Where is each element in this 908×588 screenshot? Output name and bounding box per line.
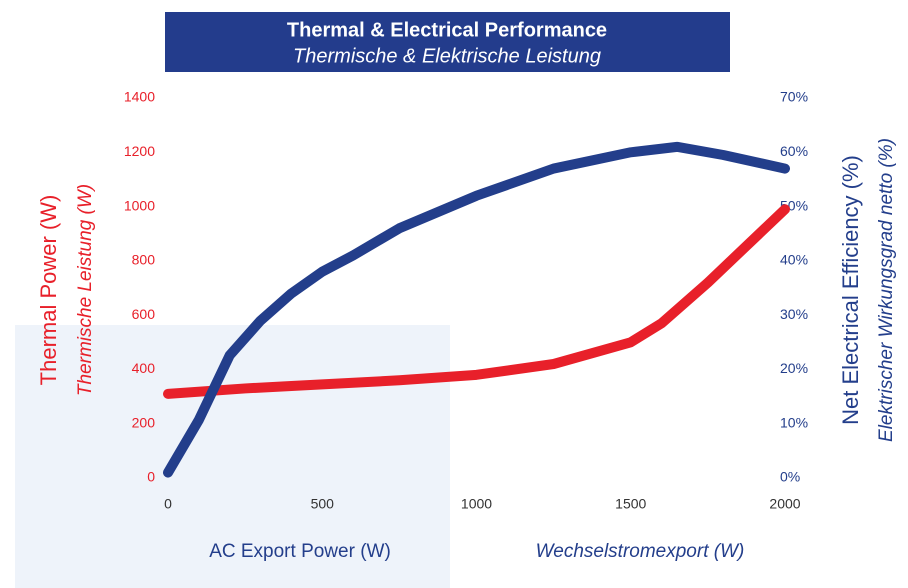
series-line [163, 141, 790, 478]
y-tick-label: 800 [132, 252, 156, 268]
y2-tick-label: 70% [780, 89, 808, 105]
chart-title: Thermal & Electrical Performance [287, 19, 607, 41]
y-tick-label: 1400 [124, 89, 155, 105]
y-axis-subtitle: Thermische Leistung (W) [75, 184, 96, 396]
x-tick-label: 1000 [461, 496, 492, 512]
y2-tick-label: 30% [780, 306, 808, 322]
x-tick-label: 0 [164, 496, 172, 512]
y-tick-label: 1200 [124, 143, 155, 159]
y2-tick-label: 10% [780, 414, 808, 430]
y-tick-label: 200 [132, 414, 156, 430]
background-panel [15, 325, 450, 588]
x-tick-label: 2000 [769, 496, 800, 512]
x-tick-label: 500 [311, 496, 335, 512]
y-tick-label: 0 [147, 469, 155, 485]
x-axis-title: AC Export Power (W) [209, 541, 391, 562]
x-tick-label: 1500 [615, 496, 646, 512]
x-axis-subtitle: Wechselstromexport (W) [536, 541, 745, 562]
y2-tick-label: 40% [780, 252, 808, 268]
y2-axis-title: Net Electrical Efficiency (%) [838, 155, 863, 425]
y2-axis-subtitle: Elektrischer Wirkungsgrad netto (%) [876, 138, 897, 442]
y-tick-label: 1000 [124, 197, 155, 213]
y2-tick-label: 0% [780, 469, 800, 485]
y-tick-label: 400 [132, 360, 156, 376]
series-line [163, 204, 790, 399]
y2-tick-label: 60% [780, 143, 808, 159]
y2-tick-label: 20% [780, 360, 808, 376]
y-axis-title: Thermal Power (W) [36, 195, 61, 386]
title-box [165, 12, 730, 72]
y-tick-label: 600 [132, 306, 156, 322]
chart-subtitle: Thermische & Elektrische Leistung [293, 45, 601, 67]
